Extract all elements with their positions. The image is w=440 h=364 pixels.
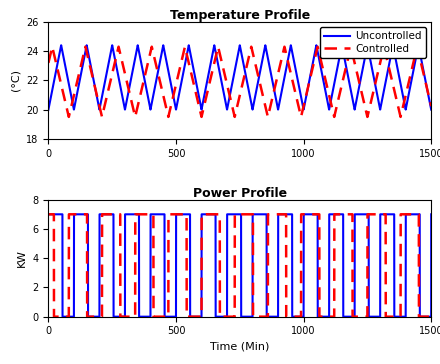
Controlled	[88, 314, 93, 319]
Uncontrolled	[130, 212, 135, 217]
Controlled	[50, 44, 55, 49]
Uncontrolled	[378, 212, 383, 217]
Uncontrolled	[248, 314, 253, 319]
Title: Power Profile: Power Profile	[193, 187, 287, 200]
Uncontrolled	[46, 212, 51, 217]
Controlled	[378, 212, 383, 217]
Controlled	[429, 314, 434, 319]
Uncontrolled	[378, 107, 383, 111]
Controlled	[248, 212, 253, 217]
Uncontrolled	[60, 314, 65, 319]
Legend: Uncontrolled, Controlled: Uncontrolled, Controlled	[320, 27, 426, 58]
Uncontrolled	[138, 314, 143, 319]
Uncontrolled	[429, 107, 434, 112]
Uncontrolled	[429, 212, 434, 217]
Uncontrolled	[130, 70, 135, 74]
Uncontrolled	[138, 56, 143, 60]
Line: Controlled: Controlled	[48, 214, 431, 317]
Controlled	[46, 61, 51, 65]
Controlled	[138, 93, 143, 97]
Uncontrolled	[88, 314, 93, 319]
Y-axis label: KW: KW	[17, 249, 27, 267]
Uncontrolled	[248, 99, 253, 103]
Line: Controlled: Controlled	[48, 47, 431, 117]
Title: Temperature Profile: Temperature Profile	[170, 9, 310, 22]
Controlled	[66, 115, 71, 119]
Controlled	[138, 212, 143, 217]
Uncontrolled	[59, 43, 64, 47]
Uncontrolled	[58, 46, 63, 50]
Controlled	[130, 314, 135, 319]
Controlled	[248, 46, 253, 51]
Controlled	[46, 212, 51, 217]
Controlled	[130, 103, 135, 107]
Uncontrolled	[58, 212, 63, 217]
Controlled	[378, 60, 383, 64]
Controlled	[58, 314, 63, 319]
Controlled	[429, 104, 434, 108]
Controlled	[58, 80, 63, 84]
X-axis label: Time (Min): Time (Min)	[210, 342, 269, 352]
Uncontrolled	[88, 60, 93, 65]
Y-axis label: (°C): (°C)	[11, 69, 21, 91]
Controlled	[88, 64, 93, 69]
Line: Uncontrolled: Uncontrolled	[48, 214, 431, 317]
Uncontrolled	[46, 107, 51, 112]
Controlled	[51, 314, 56, 319]
Line: Uncontrolled: Uncontrolled	[48, 45, 431, 110]
